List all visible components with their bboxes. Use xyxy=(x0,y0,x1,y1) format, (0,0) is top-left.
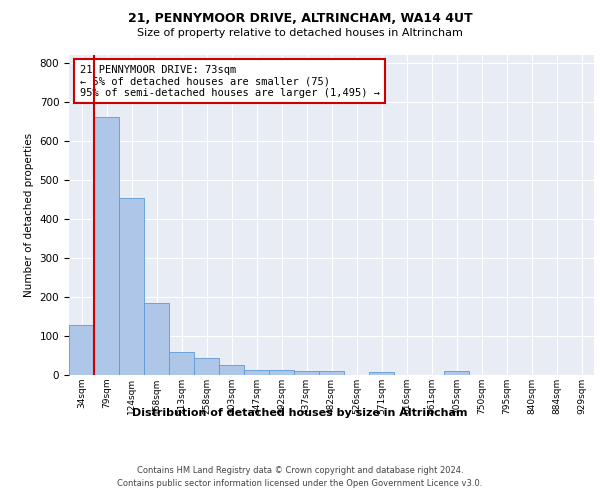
Bar xyxy=(144,303,169,375)
Bar xyxy=(69,325,94,375)
Bar xyxy=(269,370,294,375)
Bar xyxy=(244,370,269,375)
Bar xyxy=(119,198,144,375)
Bar xyxy=(169,352,194,375)
Bar xyxy=(94,118,119,375)
Text: Contains HM Land Registry data © Crown copyright and database right 2024.: Contains HM Land Registry data © Crown c… xyxy=(137,466,463,475)
Bar xyxy=(369,372,394,375)
Text: 21 PENNYMOOR DRIVE: 73sqm
← 5% of detached houses are smaller (75)
95% of semi-d: 21 PENNYMOOR DRIVE: 73sqm ← 5% of detach… xyxy=(79,64,380,98)
Bar xyxy=(319,372,344,375)
Text: Size of property relative to detached houses in Altrincham: Size of property relative to detached ho… xyxy=(137,28,463,38)
Bar xyxy=(294,370,319,375)
Text: 21, PENNYMOOR DRIVE, ALTRINCHAM, WA14 4UT: 21, PENNYMOOR DRIVE, ALTRINCHAM, WA14 4U… xyxy=(128,12,472,24)
Bar xyxy=(219,365,244,375)
Text: Contains public sector information licensed under the Open Government Licence v3: Contains public sector information licen… xyxy=(118,479,482,488)
Y-axis label: Number of detached properties: Number of detached properties xyxy=(24,133,34,297)
Text: Distribution of detached houses by size in Altrincham: Distribution of detached houses by size … xyxy=(132,408,468,418)
Bar xyxy=(444,372,469,375)
Bar xyxy=(194,358,219,375)
